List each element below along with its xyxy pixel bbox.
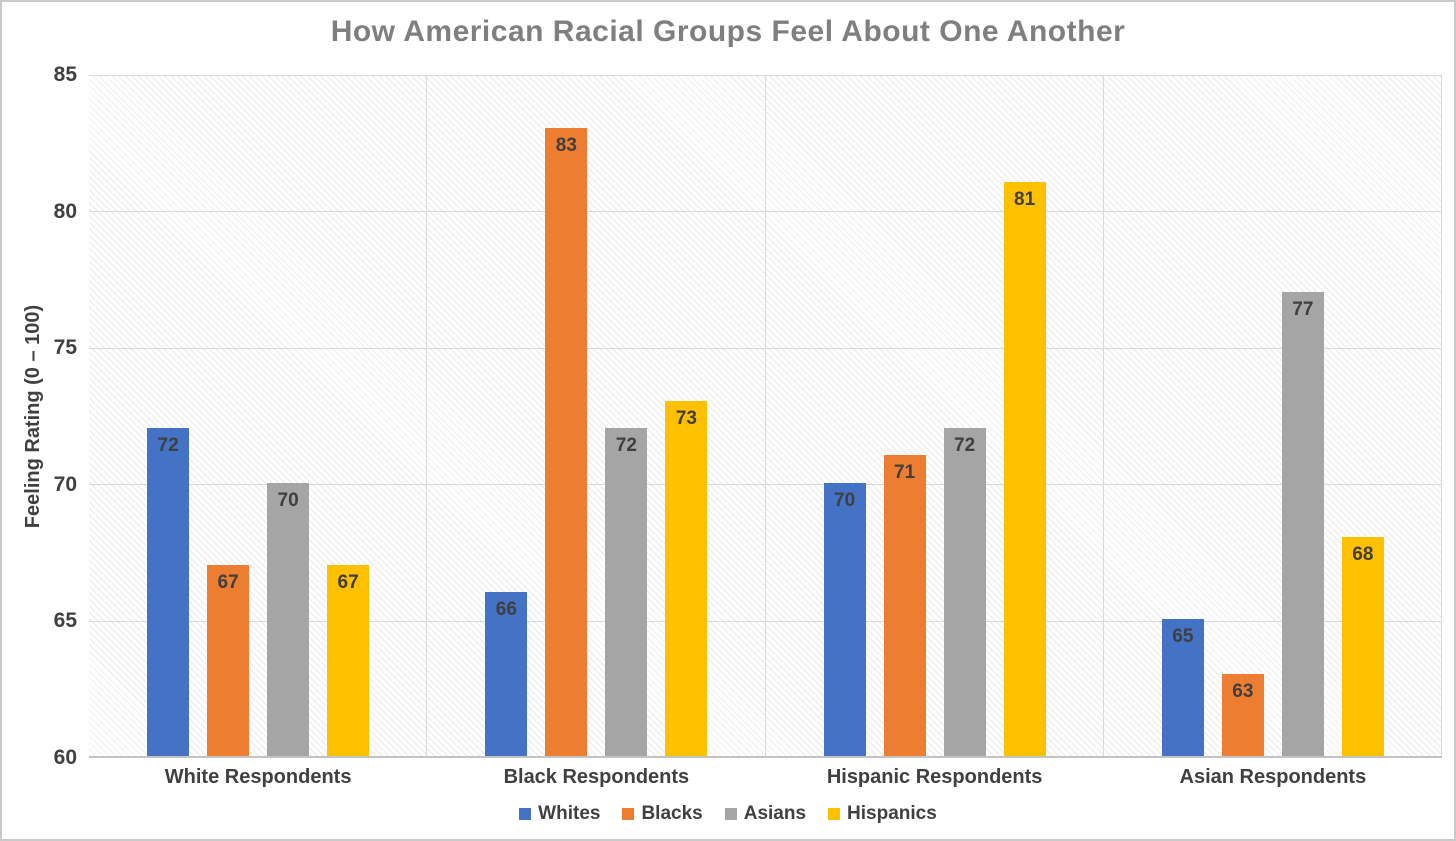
bar: 70 — [267, 482, 310, 756]
bar-value-label: 72 — [615, 435, 637, 457]
bar-value-label: 68 — [1352, 544, 1374, 566]
y-axis-ticks: 60 65 70 75 80 85 — [2, 63, 77, 769]
x-axis-category-labels: White Respondents Black Respondents Hispan… — [89, 766, 1442, 789]
bar-value-label: 66 — [495, 599, 517, 621]
bar: 83 — [545, 127, 588, 756]
legend-label: Whites — [538, 803, 601, 824]
x-category-label: Hispanic Respondents — [826, 766, 1043, 788]
bar: 63 — [1221, 674, 1264, 756]
y-tick-label: 75 — [53, 336, 77, 360]
bar-value-label: 70 — [834, 489, 856, 511]
legend-item: Whites — [519, 803, 600, 825]
legend-swatch — [622, 808, 635, 820]
y-tick-label: 85 — [53, 63, 77, 86]
bar: 77 — [1281, 291, 1324, 756]
legend-item: Asians — [724, 803, 807, 825]
bar-value-label: 67 — [337, 571, 359, 593]
bar: 71 — [883, 455, 926, 756]
legend-swatch — [519, 808, 532, 820]
bar: 73 — [665, 400, 708, 756]
bar: 65 — [1161, 619, 1204, 756]
bar: 67 — [327, 564, 370, 756]
legend-item: Hispanics — [828, 803, 937, 825]
y-tick-label: 60 — [53, 746, 77, 769]
bar: 81 — [1003, 182, 1046, 756]
bar-value-label: 72 — [157, 435, 179, 457]
bar-value-label: 81 — [1014, 189, 1036, 211]
gridline-vertical — [1103, 75, 1104, 756]
x-category-label: Black Respondents — [503, 766, 690, 788]
bar-value-label: 63 — [1232, 681, 1254, 703]
gridline-vertical — [1441, 75, 1442, 756]
y-tick-label: 65 — [53, 609, 77, 633]
bar-group: 66 83 72 73 — [427, 75, 765, 756]
legend-swatch — [724, 808, 737, 820]
plot-area: 72 67 70 67 66 83 72 73 70 71 72 81 65 63 77 68 — [89, 74, 1442, 758]
bar-group: 65 63 77 68 — [1104, 75, 1442, 756]
bar: 72 — [605, 428, 648, 756]
legend-swatch — [828, 808, 841, 820]
y-tick-label: 80 — [53, 199, 77, 223]
bar-group: 72 67 70 67 — [89, 75, 427, 756]
bar-value-label: 83 — [555, 134, 577, 156]
chart-title: How American Racial Groups Feel About On… — [330, 15, 1126, 48]
bar-value-label: 65 — [1172, 626, 1194, 648]
gridline-vertical — [765, 75, 766, 756]
gridline-vertical — [426, 75, 427, 756]
bar-value-label: 71 — [894, 462, 916, 484]
bar-value-label: 70 — [277, 489, 299, 511]
legend-label: Asians — [743, 803, 807, 824]
bar: 70 — [823, 482, 866, 756]
bar: 72 — [147, 428, 190, 756]
legend: Whites Blacks Asians Hispanics — [2, 803, 1454, 825]
bar-group: 70 71 72 81 — [766, 75, 1104, 756]
bar-value-label: 73 — [675, 407, 697, 429]
bar-value-label: 72 — [954, 435, 976, 457]
bar-value-label: 77 — [1292, 298, 1314, 320]
bar: 68 — [1341, 537, 1384, 756]
bar-value-label: 67 — [217, 571, 239, 593]
bar: 67 — [207, 564, 250, 756]
bar: 72 — [943, 428, 986, 756]
legend-label: Hispanics — [847, 803, 937, 824]
x-category-label: Asian Respondents — [1179, 766, 1367, 788]
legend-item: Blacks — [622, 803, 703, 825]
bar: 66 — [485, 592, 528, 756]
x-category-label: White Respondents — [164, 766, 352, 788]
y-tick-label: 70 — [53, 472, 77, 496]
legend-label: Blacks — [641, 803, 703, 824]
